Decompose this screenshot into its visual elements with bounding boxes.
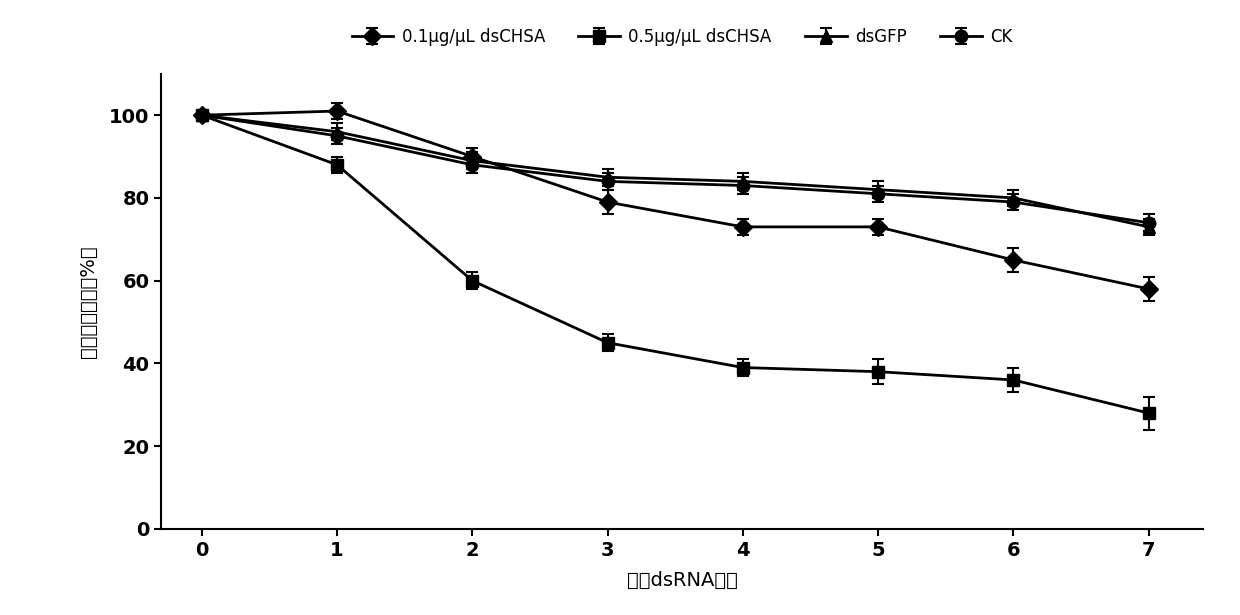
Legend: 0.1μg/μL dsCHSA, 0.5μg/μL dsCHSA, dsGFP, CK: 0.1μg/μL dsCHSA, 0.5μg/μL dsCHSA, dsGFP,… <box>347 23 1017 51</box>
Y-axis label: 褐飞虏存活率（%）: 褐飞虏存活率（%） <box>79 245 98 358</box>
X-axis label: 饲嗂dsRNA天数: 饲嗂dsRNA天数 <box>626 571 738 590</box>
